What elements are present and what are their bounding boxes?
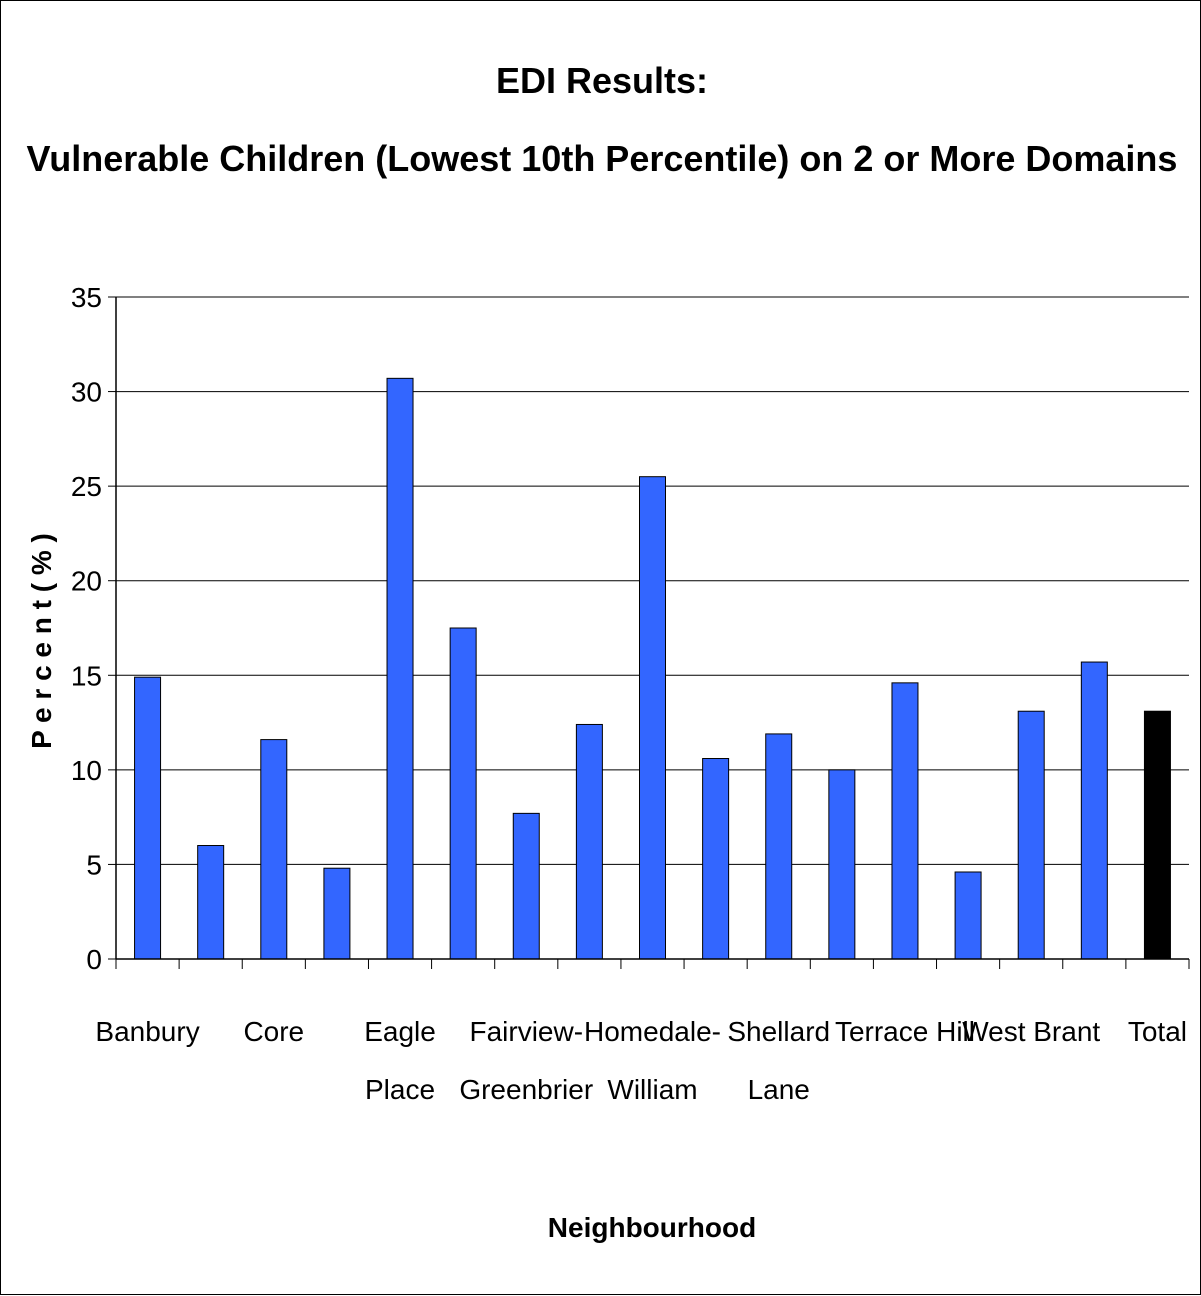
bars — [135, 378, 1171, 959]
bar — [703, 759, 729, 959]
y-axis-title: P e r c e n t ( % ) — [26, 533, 57, 749]
y-tick-label: 35 — [71, 282, 102, 313]
x-tick-label: William — [607, 1074, 697, 1105]
bar — [324, 868, 350, 959]
y-tick-label: 15 — [71, 660, 102, 691]
x-tick-label: West Brant — [962, 1016, 1100, 1047]
bar — [640, 477, 666, 959]
bar — [829, 770, 855, 959]
x-tick-label: Place — [365, 1074, 435, 1105]
x-axis-title: Neighbourhood — [548, 1212, 756, 1243]
chart-title: EDI Results: — [496, 60, 708, 101]
x-tick-label: Core — [243, 1016, 304, 1047]
axes: 0 5 10 15 20 25 30 35 Banbury Core Eagle Place Fairv… — [71, 282, 1189, 1105]
bar — [261, 740, 287, 959]
chart-subtitle: Vulnerable Children (Lowest 10th Percent… — [27, 138, 1178, 179]
bar — [1018, 711, 1044, 959]
bar — [955, 872, 981, 959]
bar — [892, 683, 918, 959]
y-tick-label: 0 — [86, 944, 102, 975]
y-tick-label: 30 — [71, 377, 102, 408]
x-tick-label: Homedale- — [584, 1016, 721, 1047]
y-tick-label: 10 — [71, 755, 102, 786]
bar — [766, 734, 792, 959]
bar — [135, 677, 161, 959]
x-tick-label: Terrace Hill — [835, 1016, 975, 1047]
y-tick-label: 20 — [71, 566, 102, 597]
y-tick-label: 25 — [71, 471, 102, 502]
bar — [450, 628, 476, 959]
x-tick-label: Shellard — [727, 1016, 830, 1047]
x-tick-label: Fairview- — [469, 1016, 583, 1047]
x-tick-label: Banbury — [95, 1016, 199, 1047]
x-tick-label: Eagle — [364, 1016, 436, 1047]
bar — [1081, 662, 1107, 959]
x-tick-label: Lane — [748, 1074, 810, 1105]
bar — [198, 846, 224, 959]
bar — [387, 378, 413, 959]
x-tick-label: Greenbrier — [459, 1074, 593, 1105]
y-tick-label: 5 — [86, 849, 102, 880]
bar-total — [1144, 711, 1170, 959]
x-tick-label: Total — [1128, 1016, 1187, 1047]
bar — [513, 813, 539, 959]
bar — [576, 724, 602, 959]
